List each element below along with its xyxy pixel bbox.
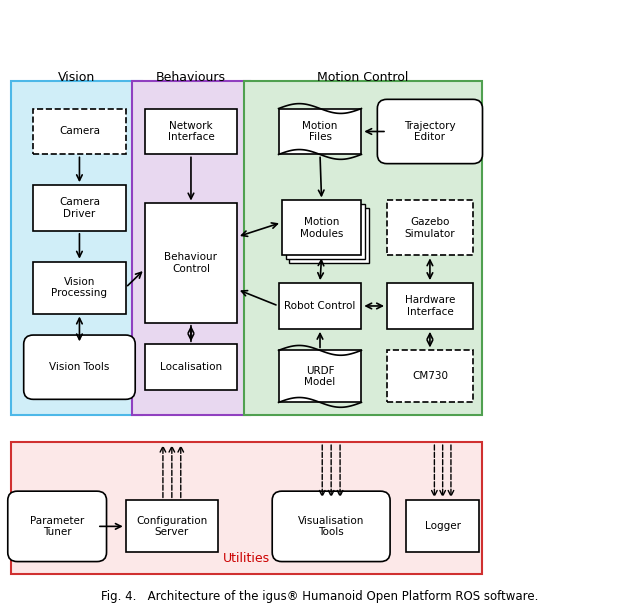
FancyBboxPatch shape [387,283,473,329]
Text: Gazebo
Simulator: Gazebo Simulator [404,217,455,239]
FancyBboxPatch shape [282,200,362,255]
FancyBboxPatch shape [11,442,483,574]
FancyBboxPatch shape [145,204,237,323]
Text: Behaviour
Control: Behaviour Control [164,252,218,274]
FancyBboxPatch shape [132,81,250,415]
Text: Vision Tools: Vision Tools [49,362,109,372]
FancyBboxPatch shape [145,108,237,154]
FancyBboxPatch shape [11,81,141,415]
Text: Network
Interface: Network Interface [168,121,214,142]
FancyBboxPatch shape [33,185,125,231]
Text: Logger: Logger [425,522,461,531]
Text: Camera: Camera [59,127,100,137]
FancyBboxPatch shape [378,100,483,164]
Text: Motion
Files: Motion Files [302,121,338,142]
FancyBboxPatch shape [406,501,479,552]
Text: Trajectory
Editor: Trajectory Editor [404,121,456,142]
FancyBboxPatch shape [289,208,369,263]
FancyBboxPatch shape [8,491,106,561]
Text: Robot Control: Robot Control [284,301,356,311]
Text: Parameter
Tuner: Parameter Tuner [30,515,84,537]
Text: Behaviours: Behaviours [156,71,226,84]
FancyBboxPatch shape [387,200,473,255]
Text: Visualisation
Tools: Visualisation Tools [298,515,364,537]
Text: Vision: Vision [58,71,95,84]
FancyBboxPatch shape [278,283,362,329]
Text: CM730: CM730 [412,371,448,381]
FancyBboxPatch shape [285,204,365,259]
Text: Localisation: Localisation [160,362,222,372]
Text: Fig. 4.   Architecture of the igus® Humanoid Open Platform ROS software.: Fig. 4. Architecture of the igus® Humano… [101,590,539,603]
FancyBboxPatch shape [278,351,362,402]
Text: Motion
Modules: Motion Modules [300,217,343,239]
Text: Utilities: Utilities [223,552,270,565]
FancyBboxPatch shape [244,81,483,415]
Text: URDF
Model: URDF Model [305,365,335,387]
FancyBboxPatch shape [33,108,125,154]
FancyBboxPatch shape [24,335,135,399]
Text: Vision
Processing: Vision Processing [51,277,108,298]
FancyBboxPatch shape [278,108,362,154]
FancyBboxPatch shape [33,261,125,314]
FancyBboxPatch shape [145,344,237,390]
FancyBboxPatch shape [272,491,390,561]
Text: Hardware
Interface: Hardware Interface [404,295,455,317]
Text: Camera
Driver: Camera Driver [59,197,100,219]
FancyBboxPatch shape [125,501,218,552]
Text: Configuration
Server: Configuration Server [136,515,207,537]
FancyBboxPatch shape [387,351,473,402]
Text: Motion Control: Motion Control [317,71,409,84]
